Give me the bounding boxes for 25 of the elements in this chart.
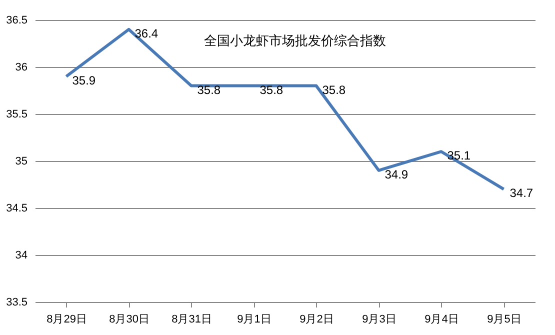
data-label: 35.8: [197, 82, 221, 97]
x-tick-label: 8月31日: [172, 314, 212, 326]
line-series: [64, 28, 506, 191]
x-tick-label: 9月3日: [362, 314, 396, 326]
x-tick-label: 9月4日: [424, 314, 459, 326]
x-tick-label: 9月2日: [300, 314, 334, 326]
x-tick-label: 9月1日: [237, 314, 272, 326]
data-label: 35.8: [260, 82, 284, 97]
data-label: 35.9: [72, 73, 96, 88]
y-tick-label: 34: [15, 250, 28, 262]
data-label: 34.9: [384, 167, 408, 182]
x-tick-label: 8月29日: [46, 314, 87, 326]
y-tick-label: 36: [15, 62, 28, 74]
data-label: 35.8: [322, 82, 346, 97]
x-tick-label: 8月30日: [109, 314, 150, 326]
data-label: 36.4: [134, 26, 158, 40]
text: 全国小龙虾市场批发价综合指数: [204, 33, 386, 48]
data-label: 35.1: [447, 148, 471, 163]
y-tick-label: 35.5: [6, 108, 28, 120]
y-tick-label: 35: [15, 156, 28, 168]
data-label: 34.7: [510, 186, 534, 200]
x-tick-label: 9月5日: [487, 314, 522, 326]
y-tick-label: 34.5: [6, 202, 28, 214]
y-tick-label: 33.5: [6, 296, 28, 308]
y-tick-label: 36.5: [6, 14, 28, 26]
